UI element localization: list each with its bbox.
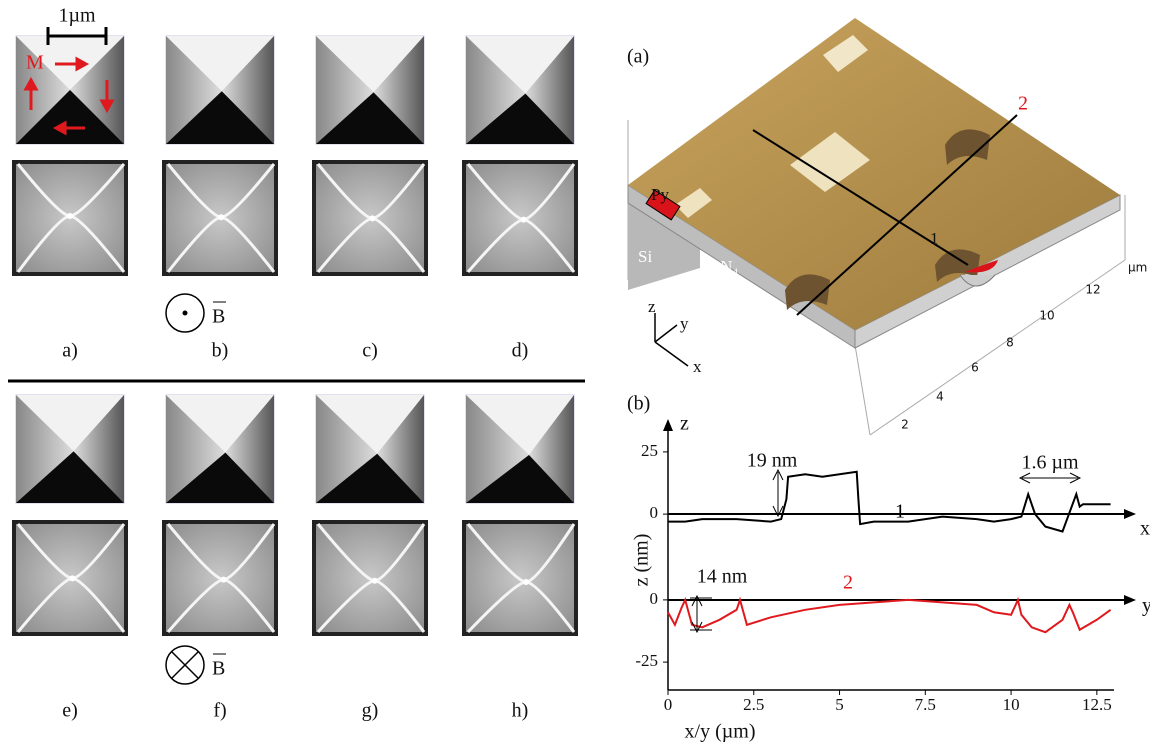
field-in-cross bbox=[172, 652, 198, 678]
annotation: 1.6 µm bbox=[1021, 452, 1079, 474]
panel-label: d) bbox=[512, 340, 529, 362]
x-tick-label: 2.5 bbox=[743, 695, 764, 714]
axis-arrow bbox=[663, 419, 673, 431]
panel-label: g) bbox=[362, 700, 379, 722]
x-tick-label: 0 bbox=[664, 695, 673, 714]
vortex-core bbox=[221, 577, 227, 583]
axis-label: y bbox=[1142, 595, 1150, 617]
field-label: B bbox=[212, 306, 225, 328]
axis-label: z bbox=[680, 413, 689, 435]
profile-line bbox=[668, 600, 1111, 632]
vortex-core bbox=[521, 217, 527, 223]
panel-label: e) bbox=[62, 700, 78, 722]
x-tick-label: 7.5 bbox=[915, 695, 936, 714]
afm-tick-label: 6 bbox=[971, 361, 979, 375]
axis-label: y bbox=[680, 314, 689, 333]
micrograph bbox=[464, 36, 576, 274]
x-tick-label: 5 bbox=[835, 695, 844, 714]
annotation-arrow bbox=[773, 470, 783, 516]
series-label: 2 bbox=[843, 572, 853, 594]
axis-label: x bbox=[1140, 518, 1150, 540]
vortex-core bbox=[369, 215, 375, 221]
vortex-core bbox=[372, 578, 378, 584]
line-label: 2 bbox=[1018, 93, 1028, 115]
annotation-arrow bbox=[1020, 473, 1080, 483]
micrograph bbox=[314, 36, 426, 274]
afm-tick-label: 4 bbox=[936, 390, 944, 404]
axis-arrow bbox=[1124, 509, 1136, 519]
vortex-core bbox=[69, 575, 75, 581]
vortex-core bbox=[218, 214, 224, 220]
x-axis-title: x/y (µm) bbox=[685, 721, 756, 743]
line-label: 1 bbox=[930, 229, 939, 248]
material-label: Si₃N₄ bbox=[700, 257, 738, 276]
afm-tick-label: 8 bbox=[1006, 336, 1014, 350]
micrograph bbox=[164, 395, 276, 634]
material-label: Py bbox=[651, 185, 669, 204]
panel-label: f) bbox=[213, 700, 226, 722]
axis-label: z bbox=[648, 297, 656, 316]
vortex-core bbox=[67, 213, 73, 219]
y-tick-label: 25 bbox=[641, 441, 658, 460]
panel-label: b) bbox=[212, 340, 229, 362]
field-out-dot bbox=[183, 311, 188, 316]
afm-image bbox=[628, 18, 1125, 435]
x-tick-label: 10 bbox=[1003, 695, 1020, 714]
afm-tick-label: 10 bbox=[1039, 309, 1054, 323]
annotation: 14 nm bbox=[697, 566, 748, 588]
figure: a)b)c)d)e)f)g)h) 1µm M B B (a) 2 1 Py Si… bbox=[0, 0, 1150, 749]
y-tick-label: 0 bbox=[650, 589, 659, 608]
vortex-core bbox=[523, 579, 529, 585]
y-axis-title: z (nm) bbox=[631, 534, 653, 587]
micrograph bbox=[464, 395, 576, 634]
y-tick-label: -25 bbox=[635, 651, 658, 670]
axis-label: x bbox=[693, 357, 702, 376]
panel-label: a) bbox=[62, 340, 78, 362]
panel-label: c) bbox=[362, 340, 378, 362]
x-tick-label: 12.5 bbox=[1082, 695, 1112, 714]
micrograph bbox=[314, 395, 426, 634]
profile-chart: 0 25 1 (b) z (nm) z x 19 nm 1.6 µm -25 0 0 2.5 5 7.5 10… bbox=[627, 393, 1150, 743]
magnetization-label: M bbox=[26, 52, 44, 74]
micrograph-panels: a) b) c) d) e) f) g) h) bbox=[14, 36, 576, 722]
afm-tick-label: 12 bbox=[1085, 283, 1100, 297]
panel-label: (b) bbox=[627, 393, 650, 415]
field-label: B bbox=[212, 658, 225, 680]
panel-label: h) bbox=[512, 700, 529, 722]
scale-bar-label: 1µm bbox=[58, 5, 96, 27]
profile-line bbox=[668, 472, 1111, 532]
axis-arrow bbox=[1124, 595, 1136, 605]
series-label: 1 bbox=[895, 501, 905, 523]
afm-tick-label: 2 bbox=[901, 418, 909, 432]
micrograph bbox=[14, 395, 126, 634]
afm-unit: µm bbox=[1128, 261, 1147, 275]
material-label: Si bbox=[638, 247, 652, 266]
annotation: 19 nm bbox=[747, 450, 798, 472]
micrograph bbox=[164, 36, 276, 274]
panel-label: (a) bbox=[627, 46, 649, 68]
y-tick-label: 0 bbox=[650, 503, 659, 522]
